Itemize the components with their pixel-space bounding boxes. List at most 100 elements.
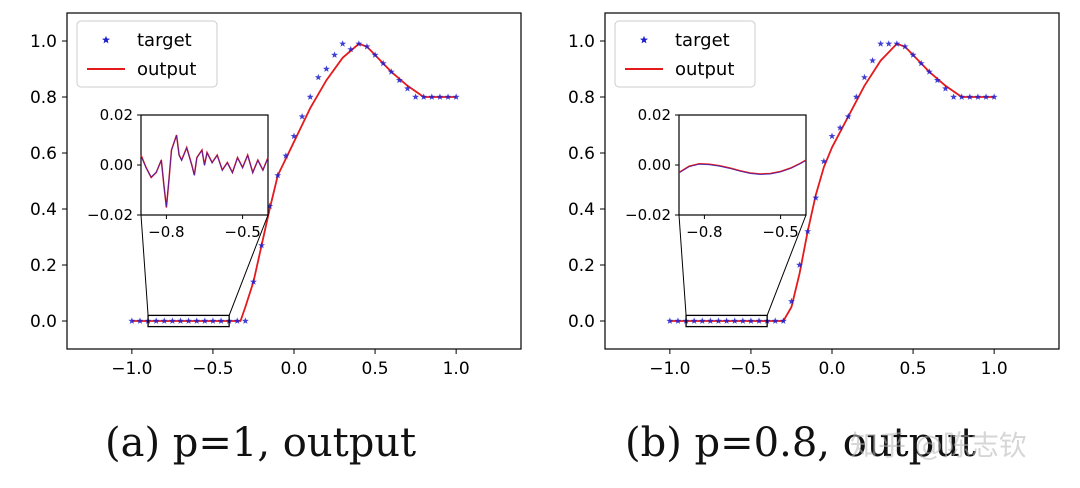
target-point (428, 93, 436, 100)
target-point (152, 317, 160, 324)
target-point (674, 317, 682, 324)
x-tick-label: 0.0 (280, 359, 307, 379)
target-point (355, 40, 363, 47)
caption-b: (b) p=0.8, output (625, 420, 977, 466)
legend-box (614, 20, 756, 88)
legend-target-label: target (137, 30, 192, 51)
legend-output-label: output (675, 59, 734, 80)
target-point (193, 317, 201, 324)
target-point (420, 93, 428, 100)
target-point (796, 261, 803, 268)
inset-target-line (678, 160, 807, 175)
y-tick-label: 0.0 (568, 312, 595, 332)
legend-output-label: output (137, 59, 196, 80)
y-tick-label: 0.6 (30, 144, 57, 164)
target-point (363, 43, 371, 50)
target-point (395, 76, 403, 84)
target-point (690, 317, 698, 324)
target-point (844, 113, 852, 120)
target-point (698, 317, 706, 324)
inset-y-tick-label: 0.02 (100, 106, 133, 124)
target-point (812, 194, 820, 201)
target-point (185, 317, 193, 324)
legend-target-marker (102, 35, 110, 44)
target-point (282, 152, 290, 159)
target-point (201, 317, 209, 324)
y-tick-label: 0.4 (30, 200, 57, 220)
chart-panel-b: −1.0 −0.5 0.0 0.5 1.00.00.20.40.60.81.0−0.8−… (568, 12, 1060, 379)
target-point (387, 68, 395, 75)
target-point (788, 297, 795, 305)
target-point (877, 40, 885, 47)
inset-y-tick-label: −0.02 (87, 206, 133, 224)
target-point (298, 113, 306, 120)
y-tick-label: 0.0 (30, 312, 57, 332)
target-point (160, 317, 168, 324)
y-tick-label: 0.2 (30, 256, 57, 276)
target-point (852, 93, 860, 100)
zoom-box (685, 314, 768, 328)
target-point (404, 85, 411, 92)
zoom-connector-left (678, 214, 687, 316)
target-point (747, 317, 755, 324)
target-point (731, 317, 739, 324)
target-point (339, 40, 347, 47)
target-point (136, 317, 144, 324)
y-tick-label: 0.8 (30, 88, 57, 108)
target-point (739, 317, 747, 324)
target-point (909, 51, 917, 58)
target-point (379, 59, 387, 67)
target-point (942, 85, 949, 92)
target-point (966, 93, 974, 100)
target-point (258, 241, 265, 249)
target-point (869, 57, 876, 64)
x-tick-label: 0.5 (362, 359, 389, 379)
target-point (917, 59, 925, 67)
target-point (452, 93, 460, 100)
inset-target-line (140, 135, 269, 208)
x-tick-label: −0.5 (192, 359, 233, 379)
inset-y-tick-label: 0.00 (100, 156, 133, 174)
zoom-connector-left (140, 214, 149, 316)
output-series-line (131, 42, 457, 322)
target-point (982, 93, 990, 100)
y-tick-label: 0.6 (568, 144, 595, 164)
inset-x-tick-label: −0.8 (686, 223, 722, 241)
y-tick-label: 0.8 (568, 88, 595, 108)
target-point (168, 317, 176, 324)
target-point (950, 93, 958, 100)
inset-output-line (678, 159, 807, 175)
target-point (820, 157, 828, 165)
zoom-box (147, 314, 230, 328)
inset-y-tick-label: 0.00 (638, 156, 671, 174)
target-point (828, 132, 836, 140)
x-tick-label: 0.5 (900, 359, 927, 379)
x-tick-label: −1.0 (111, 359, 152, 379)
zoom-connector-right (228, 214, 269, 316)
x-tick-label: 0.0 (818, 359, 845, 379)
inset-x-tick-label: −0.8 (148, 223, 184, 241)
target-point (836, 124, 844, 131)
legend-target-label: target (675, 30, 730, 51)
target-point (771, 317, 779, 324)
inset-plot-area (678, 114, 807, 216)
target-point (974, 93, 982, 100)
x-tick-label: 1.0 (981, 359, 1008, 379)
y-tick-label: 0.4 (568, 200, 595, 220)
target-point (885, 40, 893, 47)
target-point (925, 68, 933, 75)
target-point (755, 317, 763, 324)
target-point (371, 51, 379, 58)
target-point (323, 65, 330, 72)
target-point (209, 317, 217, 324)
zoom-connector-right (766, 214, 807, 316)
target-point (412, 93, 420, 100)
target-point (436, 93, 444, 100)
target-point (779, 317, 787, 324)
target-point (933, 76, 941, 84)
x-tick-label: 1.0 (443, 359, 470, 379)
legend-target-marker (640, 35, 648, 44)
target-point (861, 73, 868, 81)
target-point (241, 317, 249, 324)
